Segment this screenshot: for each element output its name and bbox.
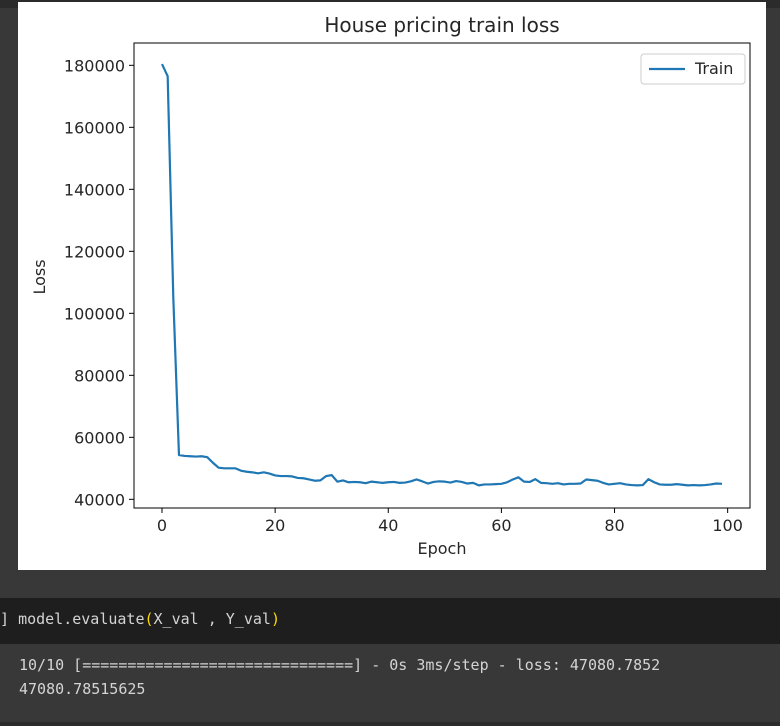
- legend: Train: [640, 53, 746, 85]
- y-tick-label: 40000: [74, 490, 125, 509]
- y-tick-label: 140000: [64, 180, 125, 199]
- y-tick-label: 100000: [64, 304, 125, 323]
- chart-title: House pricing train loss: [324, 13, 559, 37]
- series-line-train: [161, 63, 723, 487]
- code-arguments: X_val , Y_val: [153, 610, 271, 628]
- x-tick-label: 100: [712, 516, 743, 535]
- axes-frame: [133, 42, 751, 509]
- x-tick-label: 60: [491, 516, 511, 535]
- legend-label-train: Train: [694, 59, 733, 78]
- x-tick-label: 20: [265, 516, 285, 535]
- output-result-line: 47080.78515625: [19, 680, 146, 698]
- cell-output: 10/10 [==============================] -…: [0, 646, 780, 722]
- y-tick-label: 180000: [64, 56, 125, 75]
- output-progress-line: 10/10 [==============================] -…: [19, 656, 661, 674]
- line-chart: House pricing train loss Epoch Loss 0 20 4…: [30, 13, 751, 558]
- cell-prompt: ]: [0, 610, 10, 628]
- x-tick-label: 0: [157, 516, 167, 535]
- legend-box: [640, 53, 746, 85]
- y-tick-label: 60000: [74, 428, 125, 447]
- y-tick-label: 160000: [64, 118, 125, 137]
- y-tick-label: 80000: [74, 366, 125, 385]
- y-axis-label: Loss: [30, 259, 49, 294]
- plot-content: 0 20 40 60 80 100 40000 60000 80000 100000 120000 1…: [64, 56, 743, 535]
- code-line: ] model.evaluate(X_val , Y_val): [0, 610, 280, 628]
- plot-output: House pricing train loss Epoch Loss 0 20 4…: [18, 2, 766, 570]
- bottom-strip: [0, 722, 780, 726]
- code-cell[interactable]: ] model.evaluate(X_val , Y_val): [0, 598, 780, 644]
- x-tick-label: 40: [378, 516, 398, 535]
- x-tick-label: 80: [604, 516, 624, 535]
- code-close-paren: ): [270, 610, 280, 628]
- x-axis-label: Epoch: [418, 539, 467, 558]
- code-function: model.evaluate: [18, 610, 145, 628]
- code-open-paren: (: [144, 610, 154, 628]
- y-tick-label: 120000: [64, 242, 125, 261]
